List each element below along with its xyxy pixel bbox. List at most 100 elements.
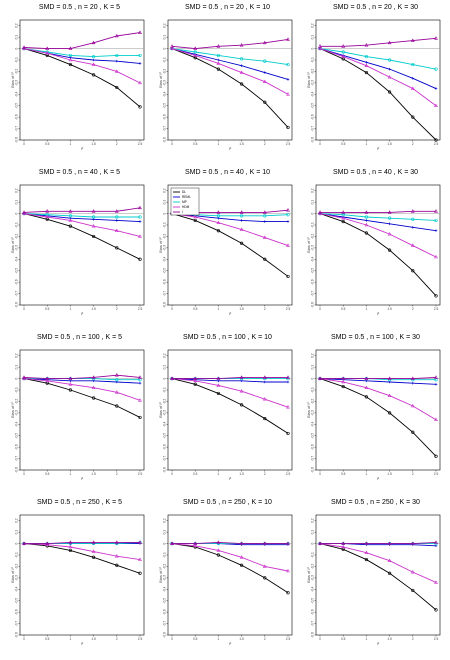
x-tick-label: 2.5 — [138, 307, 143, 311]
data-point-reml — [434, 229, 438, 233]
series-line-hdm2 — [320, 210, 436, 213]
y-tick-label: -0.4 — [163, 256, 167, 262]
x-tick-label: 0 — [23, 307, 25, 311]
x-tick-label: 2 — [412, 472, 414, 476]
x-axis-label: I² — [377, 146, 380, 151]
x-tick-label: 2 — [264, 142, 266, 146]
data-point-dl — [240, 403, 244, 407]
plot-frame — [167, 514, 293, 636]
data-point-hdm — [114, 390, 119, 394]
data-point-dl — [434, 454, 438, 458]
series-line-hdm2 — [320, 37, 437, 47]
data-point-hdm2 — [170, 376, 174, 380]
y-tick-label: 0.2 — [15, 23, 19, 28]
legend-label: I — [182, 210, 183, 214]
data-point-dl — [91, 396, 96, 400]
y-tick-label: -0.7 — [15, 456, 19, 462]
data-point-hdm2 — [364, 210, 369, 214]
x-tick-label: 1.5 — [239, 472, 244, 476]
data-point-hdm2 — [341, 376, 346, 380]
x-tick-label: 0.5 — [193, 472, 198, 476]
x-tick-label: 1.5 — [239, 142, 244, 146]
data-point-mp — [216, 214, 220, 218]
y-tick-label: -0.3 — [163, 410, 167, 416]
panel-3: SMD = 0.5 , n = 20 , K = 30 0.2 0.1 0 -0.1 -0… — [306, 4, 441, 151]
data-point-dl — [411, 115, 415, 119]
data-point-dl — [115, 85, 119, 90]
data-point-hdm2 — [138, 375, 142, 379]
data-point-hdm2 — [114, 209, 119, 213]
x-tick-label: 0.5 — [341, 142, 346, 146]
x-axis-label: I² — [81, 311, 84, 316]
panel-6: SMD = 0.5 , n = 40 , K = 30 0.2 0.1 0 -0.1 -0… — [306, 169, 441, 316]
x-tick-label: 1.5 — [387, 307, 392, 311]
x-tick-label: 0.5 — [193, 637, 198, 641]
x-tick-label: 2.5 — [434, 142, 439, 146]
data-point-hdm — [286, 92, 290, 96]
data-point-hdm — [45, 378, 50, 383]
data-point-hdm2 — [91, 375, 96, 379]
data-point-dl — [364, 557, 369, 562]
x-tick-label: 1.5 — [91, 637, 96, 641]
x-tick-label: 0 — [23, 637, 25, 641]
panel-title: SMD = 0.5 , n = 20 , K = 30 — [333, 4, 418, 11]
series-line-hdm2 — [23, 32, 141, 50]
x-tick-label: 2 — [264, 472, 266, 476]
data-point-reml — [388, 67, 391, 71]
data-point-hdm2 — [239, 541, 244, 545]
data-point-hdm2 — [193, 376, 198, 380]
x-tick-label: 2.5 — [138, 472, 143, 476]
data-point-hdm — [114, 554, 119, 558]
data-point-hdm2 — [45, 541, 50, 545]
data-point-dl — [341, 384, 345, 389]
data-point-dl — [388, 248, 392, 252]
y-tick-label: 0 — [311, 542, 315, 544]
x-tick-label: 0 — [319, 307, 321, 311]
data-point-hdm2 — [286, 208, 290, 212]
y-tick-label: -0.5 — [163, 103, 167, 109]
x-axis-label: I² — [377, 311, 380, 316]
y-tick-label: -0.7 — [311, 126, 315, 132]
y-tick-label: -0.1 — [311, 387, 315, 393]
x-axis-label: I² — [377, 476, 380, 481]
x-tick-label: 1 — [218, 472, 220, 476]
data-point-hdm — [216, 61, 221, 65]
y-tick-label: -0.7 — [15, 291, 19, 297]
data-point-dl — [263, 576, 267, 580]
y-tick-label: -0.6 — [15, 114, 19, 120]
y-tick-label: -0.2 — [15, 68, 19, 74]
data-point-dl — [364, 231, 369, 235]
series-line-hdm — [171, 543, 289, 572]
data-point-hdm — [286, 568, 290, 573]
panel-1: SMD = 0.5 , n = 20 , K = 5 0.2 0.1 0 -0.1 -0.… — [10, 4, 145, 151]
data-point-hdm — [387, 232, 392, 236]
panel-title: SMD = 0.5 , n = 40 , K = 5 — [39, 169, 120, 176]
data-point-dl — [263, 257, 267, 261]
data-point-dl — [286, 591, 290, 595]
x-tick-label: 0.5 — [193, 142, 198, 146]
x-tick-label: 2.5 — [434, 472, 439, 476]
data-point-dl — [216, 391, 220, 396]
series-line-hdm2 — [320, 541, 437, 545]
x-tick-label: 1.5 — [387, 637, 392, 641]
series-line-hdm — [171, 213, 289, 246]
y-tick-label: -0.4 — [311, 256, 315, 262]
x-tick-label: 2.5 — [286, 637, 291, 641]
panel-11: SMD = 0.5 , n = 250 , K = 10 0.2 0.1 0 -0.1 -… — [158, 499, 293, 646]
y-tick-label: -0.4 — [15, 256, 19, 262]
x-tick-label: 0.5 — [341, 307, 346, 311]
data-point-dl — [216, 553, 220, 557]
x-tick-label: 2.5 — [286, 472, 291, 476]
y-axis-label: Bias of I² — [158, 566, 163, 582]
y-tick-label: -0.4 — [15, 91, 19, 97]
y-tick-label: -0.6 — [15, 609, 19, 615]
y-tick-label: -0.1 — [311, 57, 315, 63]
y-tick-label: 0.2 — [311, 188, 315, 193]
data-point-hdm2 — [239, 43, 244, 47]
data-point-dl — [263, 100, 267, 104]
data-point-hdm2 — [341, 210, 346, 214]
x-tick-label: 2 — [412, 637, 414, 641]
data-point-mp — [263, 59, 267, 63]
series-line-reml — [23, 378, 141, 384]
